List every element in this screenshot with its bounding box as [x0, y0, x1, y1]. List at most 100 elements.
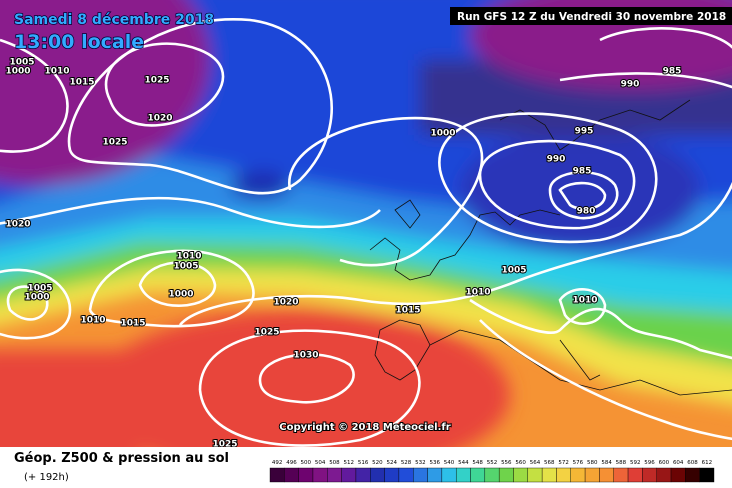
scale-cell	[613, 467, 629, 483]
isobar-label: 1020	[273, 298, 298, 308]
isobar-label: 1000	[24, 293, 49, 303]
isobar-label: 985	[573, 167, 592, 177]
scale-label: 560	[515, 460, 526, 466]
scale-label: 536	[429, 460, 440, 466]
scale-cell	[384, 467, 400, 483]
isobar-label: 1015	[120, 319, 145, 329]
scale-cell	[699, 467, 715, 483]
isobar-label: 1005	[9, 58, 34, 68]
isobars	[0, 18, 732, 447]
isobar-label: 1010	[572, 296, 597, 306]
isobar-label: 995	[575, 127, 594, 137]
scale-label: 596	[644, 460, 655, 466]
scale-cell	[484, 467, 500, 483]
copyright: Copyright © 2018 Meteociel.fr	[279, 422, 450, 433]
isobar-label: 1025	[144, 76, 169, 86]
scale-label: 556	[501, 460, 512, 466]
isobar-label: 1015	[395, 306, 420, 316]
isobar-label: 990	[547, 155, 566, 165]
scale-label: 604	[673, 460, 684, 466]
run-info: Run GFS 12 Z du Vendredi 30 novembre 201…	[457, 11, 726, 23]
forecast-date: Samedi 8 décembre 2018	[14, 12, 214, 28]
scale-label: 512	[344, 460, 355, 466]
forecast-time: 13:00 locale	[14, 31, 144, 53]
scale-cell	[685, 467, 700, 483]
scale-label: 544	[458, 460, 469, 466]
isobar-label: 1005	[173, 262, 198, 272]
scale-label: 532	[415, 460, 426, 466]
color-scale: 492 496 500 504 508 512 516 520 524 528 532 536 540 5…	[269, 460, 715, 483]
scale-cell	[327, 467, 342, 483]
scale-cell	[498, 467, 514, 483]
scale-cell	[427, 467, 443, 483]
scale-cell	[627, 467, 643, 483]
isobar-label: 985	[663, 67, 682, 77]
scale-cell	[570, 467, 586, 483]
isobar-label: 1005	[501, 266, 526, 276]
isobar-label: 1015	[69, 78, 94, 88]
isobar-label: 1010	[80, 316, 105, 326]
scale-label: 496	[286, 460, 297, 466]
scale-label: 528	[401, 460, 412, 466]
scale-label: 552	[487, 460, 498, 466]
scale-label: 612	[702, 460, 713, 466]
scale-label: 580	[587, 460, 598, 466]
scale-cell	[656, 467, 672, 483]
scale-cell	[599, 467, 614, 483]
isobar-label: 1005	[27, 284, 52, 294]
scale-cell	[642, 467, 657, 483]
scale-label: 568	[544, 460, 555, 466]
scale-cell	[584, 467, 600, 483]
scale-label: 500	[301, 460, 312, 466]
scale-label: 564	[530, 460, 541, 466]
scale-label: 584	[601, 460, 612, 466]
scale-cell	[341, 467, 357, 483]
scale-cell	[556, 467, 571, 483]
scale-label: 576	[573, 460, 584, 466]
isobar-label: 1020	[147, 114, 172, 124]
scale-label: 504	[315, 460, 326, 466]
isobar-label: 1020	[5, 220, 30, 230]
scale-cell	[541, 467, 557, 483]
scale-label: 600	[659, 460, 670, 466]
scale-label: 520	[372, 460, 383, 466]
isobar-label: 1000	[168, 290, 193, 300]
isobar-label: 1010	[465, 288, 490, 298]
isobar-label: 990	[621, 80, 640, 90]
scale-cell	[470, 467, 486, 483]
scale-label: 548	[472, 460, 483, 466]
scale-cell	[455, 467, 471, 483]
lead-time: (+ 192h)	[24, 472, 69, 483]
isobar-label: 1000	[430, 129, 455, 139]
scale-label: 508	[329, 460, 340, 466]
legend-title: Géop. Z500 & pression au sol	[14, 451, 229, 466]
scale-cell	[355, 467, 371, 483]
isobar-label: 1010	[44, 67, 69, 77]
scale-cell	[441, 467, 457, 483]
isobar-label: 1025	[102, 138, 127, 148]
scale-cell	[670, 467, 686, 483]
scale-label: 492	[272, 460, 283, 466]
isobar-label: 1010	[176, 252, 201, 262]
scale-cell	[527, 467, 543, 483]
scale-cell	[284, 467, 299, 483]
scale-label: 516	[358, 460, 369, 466]
scale-cell	[370, 467, 385, 483]
scale-label: 572	[558, 460, 569, 466]
scale-cell	[413, 467, 428, 483]
scale-cell	[312, 467, 328, 483]
run-box	[450, 7, 732, 25]
scale-cell	[298, 467, 314, 483]
scale-label: 592	[630, 460, 641, 466]
scale-label: 540	[444, 460, 455, 466]
isobar-label: 980	[577, 207, 596, 217]
isobar-label: 1025	[212, 440, 237, 450]
scale-label: 588	[616, 460, 627, 466]
scale-cell	[269, 467, 285, 483]
isobar-label: 1030	[293, 351, 318, 361]
scale-label: 608	[687, 460, 698, 466]
scale-cell	[398, 467, 414, 483]
scale-cell	[513, 467, 529, 483]
